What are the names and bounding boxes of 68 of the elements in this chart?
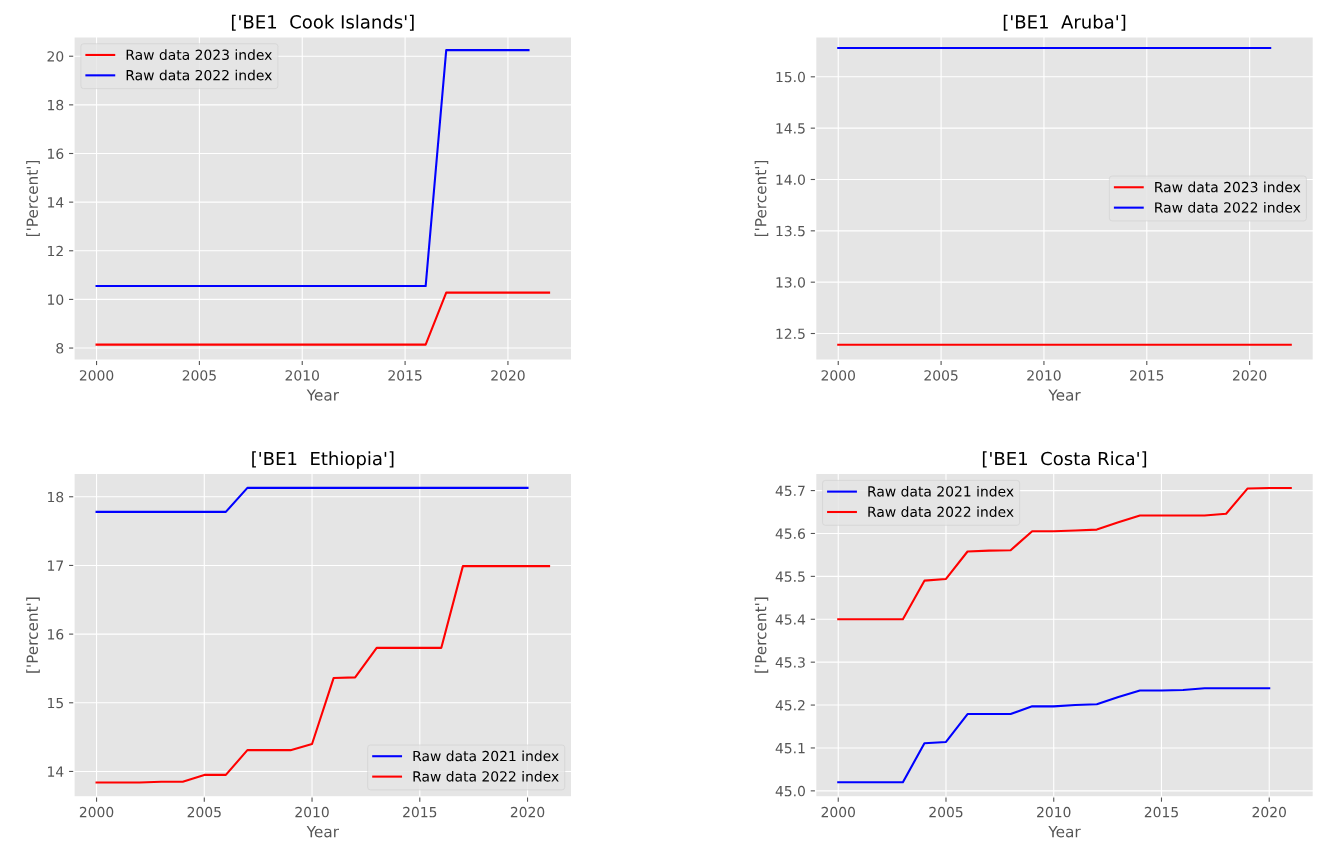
x-tick-label: 2015 — [388, 370, 422, 381]
x-axis-title: Year — [306, 389, 339, 401]
y-axis-title: ['Percent'] — [754, 597, 769, 673]
x-tick-label: 2000 — [821, 806, 855, 818]
legend-label: Raw data 2023 index — [1155, 181, 1301, 193]
y-tick-label: 13.5 — [776, 225, 805, 237]
y-tick-label: 12.5 — [776, 328, 805, 339]
y-tick-label: 45.7 — [775, 485, 805, 497]
chart-title: ['BE1 Cook Islands'] — [231, 14, 414, 31]
y-tick-label: 16 — [48, 629, 64, 640]
x-tick-label: 2020 — [1252, 806, 1286, 818]
legend-label: Raw data 2021 index — [413, 750, 559, 762]
y-tick-label: 12 — [48, 245, 63, 257]
x-tick-label: 2000 — [79, 370, 114, 381]
x-tick-label: 2005 — [187, 806, 221, 818]
legend-label: Raw data 2022 index — [1155, 201, 1301, 213]
x-tick-label: 2000 — [79, 806, 114, 818]
x-tick-label: 2005 — [929, 806, 963, 818]
line-series — [837, 486, 1292, 621]
y-tick-label: 13.0 — [776, 277, 805, 288]
chart-title: ['BE1 Aruba'] — [1003, 14, 1126, 31]
y-tick-label: 14.5 — [776, 123, 805, 134]
y-axis-title: ['Percent'] — [26, 160, 40, 237]
y-tick-label: 45.2 — [775, 700, 805, 711]
legend-label: Raw data 2023 index — [126, 49, 272, 61]
x-tick-label: 2010 — [1037, 806, 1071, 818]
x-tick-label: 2010 — [285, 370, 319, 381]
x-tick-label: 2005 — [182, 370, 216, 381]
legend-label: Raw data 2022 index — [868, 506, 1014, 518]
y-tick-label: 45.3 — [775, 657, 805, 668]
y-tick-label: 45.0 — [775, 785, 805, 797]
y-tick-label: 45.4 — [775, 614, 806, 625]
y-tick-label: 15 — [48, 697, 63, 709]
y-tick-label: 15.0 — [776, 71, 805, 83]
y-tick-label: 20 — [47, 51, 64, 62]
x-tick-label: 2010 — [295, 806, 329, 818]
x-tick-label: 2020 — [510, 806, 545, 818]
x-tick-label: 2015 — [403, 806, 437, 818]
y-tick-label: 17 — [48, 560, 64, 571]
legend-label: Raw data 2022 index — [413, 770, 559, 782]
y-tick-label: 45.5 — [775, 571, 805, 582]
chart-title: ['BE1 Costa Rica'] — [982, 451, 1147, 468]
legend-label: Raw data 2022 index — [126, 69, 272, 81]
chart-title: ['BE1 Ethiopia'] — [252, 451, 394, 469]
x-axis-title: Year — [306, 826, 339, 838]
y-tick-label: 8 — [56, 343, 64, 354]
x-tick-label: 2005 — [924, 370, 958, 381]
y-tick-label: 18 — [48, 491, 64, 503]
line-series — [837, 687, 1271, 784]
y-tick-label: 14 — [48, 197, 64, 208]
y-tick-label: 14 — [48, 766, 64, 777]
x-tick-label: 2010 — [1027, 370, 1061, 381]
y-tick-label: 18 — [48, 99, 64, 111]
x-tick-label: 2015 — [1144, 806, 1178, 818]
x-tick-label: 2020 — [1232, 370, 1267, 381]
y-axis-title: ['Percent'] — [26, 597, 40, 673]
y-tick-label: 10 — [48, 294, 64, 305]
y-tick-label: 16 — [48, 148, 64, 159]
x-tick-label: 2000 — [821, 370, 855, 381]
y-tick-label: 45.6 — [775, 528, 806, 539]
x-tick-label: 2020 — [491, 370, 525, 381]
x-tick-label: 2015 — [1130, 370, 1164, 381]
y-tick-label: 14.0 — [776, 174, 805, 185]
x-axis-title: Year — [1048, 826, 1081, 838]
x-axis-title: Year — [1048, 389, 1081, 401]
y-axis-title: ['Percent'] — [754, 160, 769, 237]
y-tick-label: 45.1 — [775, 743, 805, 754]
legend-label: Raw data 2021 index — [868, 485, 1014, 497]
